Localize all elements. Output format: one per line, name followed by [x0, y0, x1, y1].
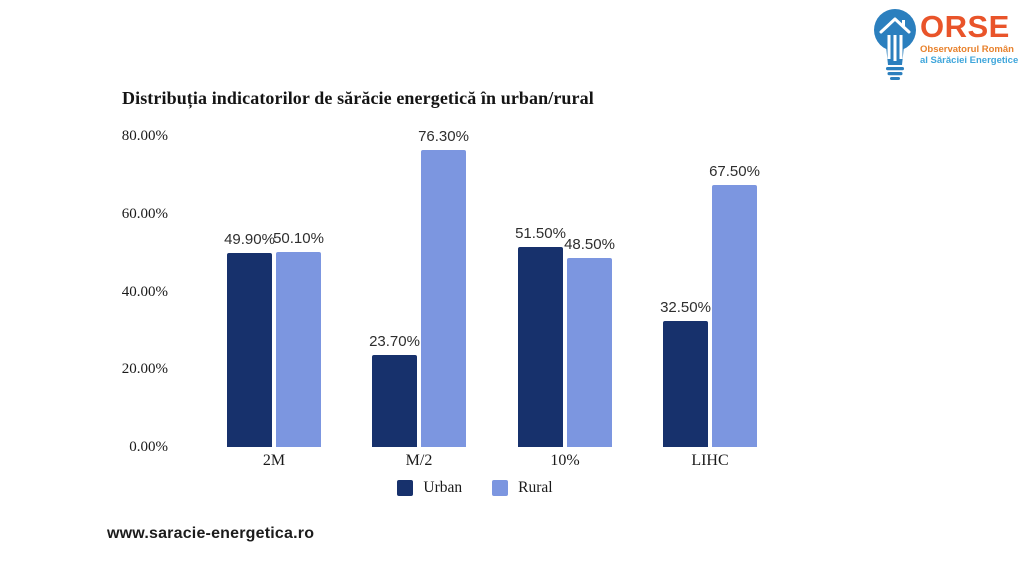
data-label: 23.70%	[369, 332, 420, 350]
data-label: 49.90%	[224, 231, 275, 248]
legend-item-rural: Rural	[492, 479, 553, 497]
chart-legend: Urban Rural	[190, 479, 760, 497]
logo-name: ORSE	[920, 9, 1010, 44]
y-axis-tick-label: 60.00%	[121, 205, 168, 222]
logo-subtitle-line1: Observatorul Român	[920, 44, 1014, 55]
legend-label: Rural	[518, 479, 553, 496]
legend-swatch-rural	[492, 480, 509, 496]
bar-urban-LIHC	[663, 320, 708, 447]
y-axis-tick-label: 0.00%	[129, 439, 168, 455]
legend-swatch-urban	[397, 480, 414, 496]
data-label: 32.50%	[660, 298, 711, 316]
bar-rural-2M	[276, 252, 321, 447]
data-label: 48.50%	[564, 236, 615, 254]
bar-urban-2M	[227, 253, 272, 447]
x-axis-category-label: M/2	[405, 452, 433, 469]
x-axis-category-label: LIHC	[691, 452, 729, 469]
bar-urban-10%	[518, 246, 563, 447]
orse-logo: ORSE Observatorul Român al Sărăciei Ener…	[872, 6, 1018, 82]
bar-rural-10%	[567, 258, 612, 447]
website-url: www.saracie-energetica.ro	[107, 525, 315, 542]
bar-urban-M/2	[372, 354, 417, 447]
chart-title: Distribuția indicatorilor de sărăcie ene…	[122, 88, 594, 108]
legend-item-urban: Urban	[397, 479, 462, 497]
data-label: 51.50%	[515, 224, 566, 242]
y-axis-tick-label: 40.00%	[121, 283, 168, 300]
bar-rural-M/2	[421, 150, 466, 447]
logo-subtitle-line2: al Sărăciei Energetice	[920, 55, 1019, 66]
y-axis-tick-label: 20.00%	[121, 361, 168, 378]
data-label: 67.50%	[709, 162, 760, 180]
y-axis-tick-label: 80.00%	[121, 128, 168, 144]
data-label: 76.30%	[418, 128, 469, 146]
lightbulb-house-icon	[874, 9, 916, 80]
data-label: 50.10%	[273, 230, 324, 248]
legend-label: Urban	[423, 479, 463, 496]
x-axis-category-label: 10%	[550, 452, 580, 469]
bar-rural-LIHC	[712, 184, 757, 447]
x-axis-category-label: 2M	[262, 452, 286, 469]
